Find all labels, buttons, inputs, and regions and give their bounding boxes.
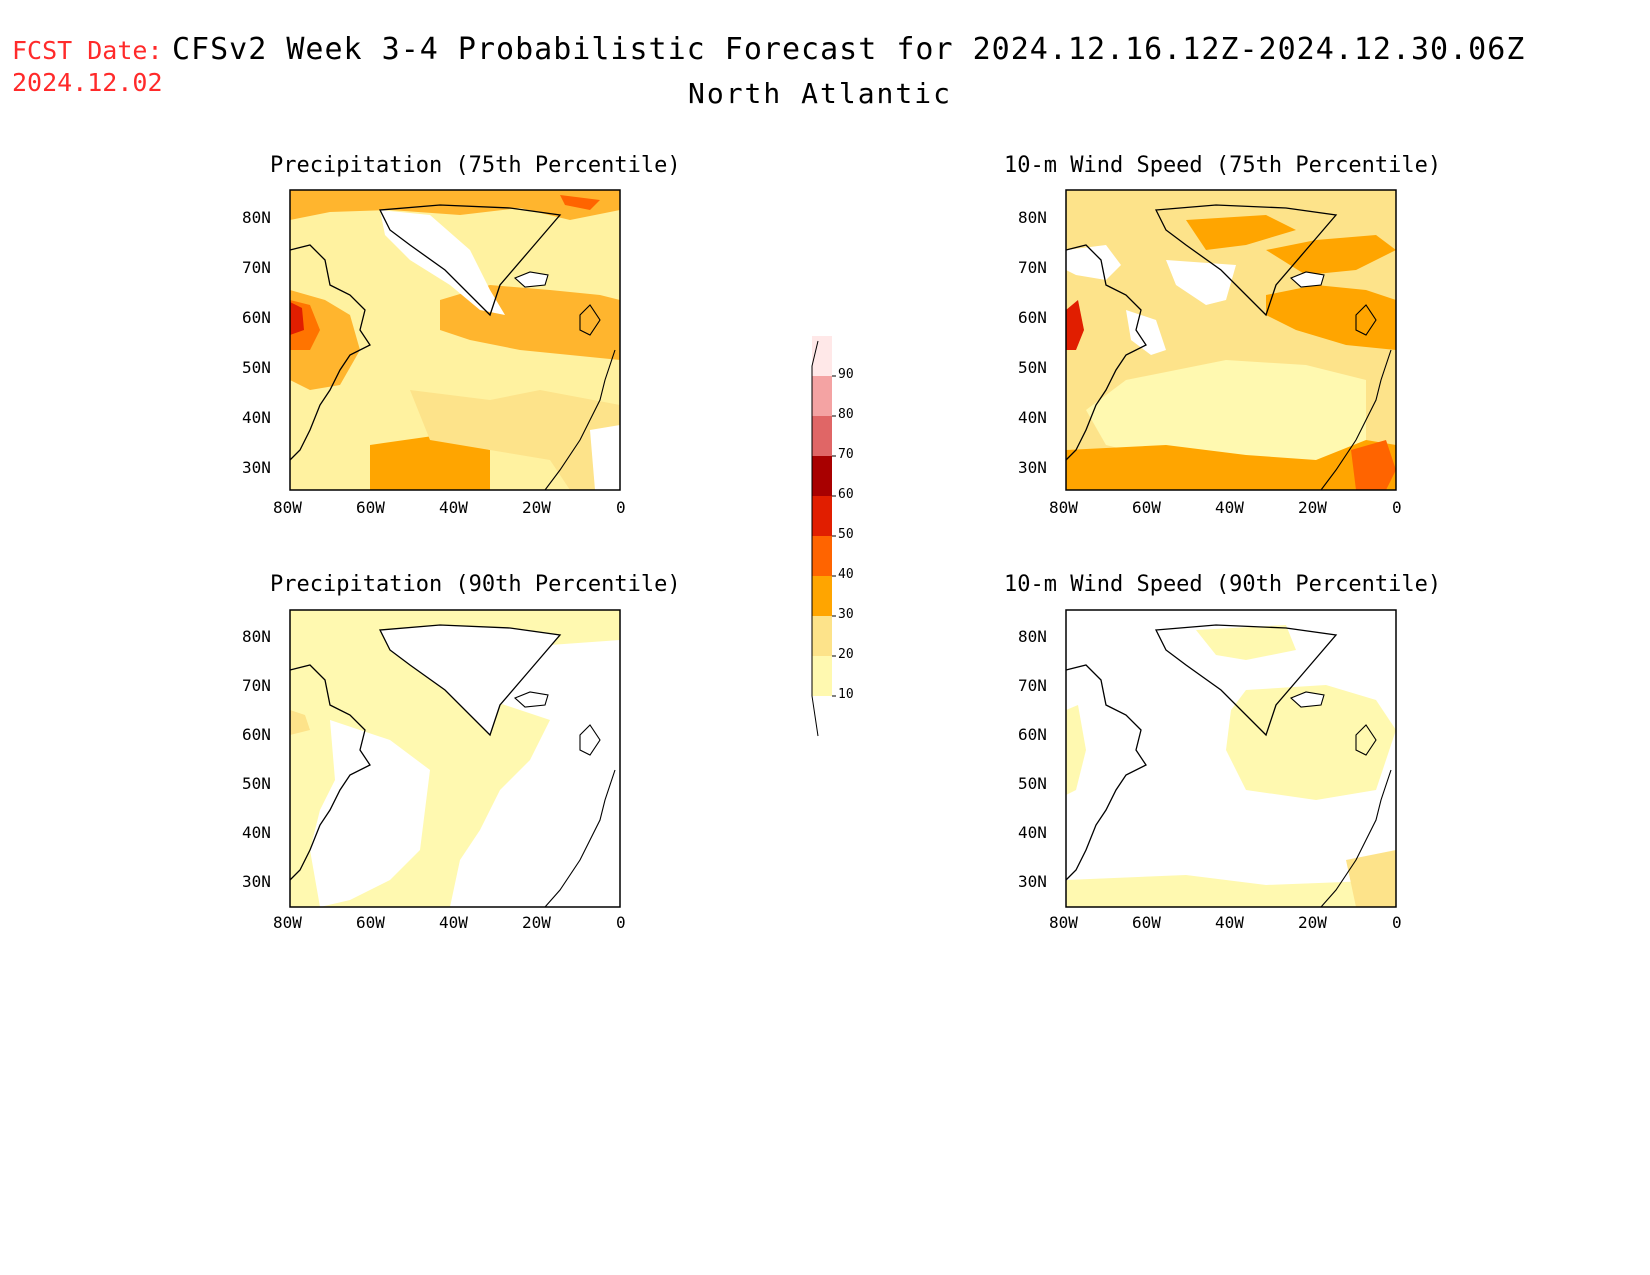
map-wind75 xyxy=(1065,189,1397,491)
colorbar-label: 60 xyxy=(838,487,854,502)
colorbar-swatch xyxy=(812,576,832,616)
lat-label: 40N xyxy=(242,408,271,427)
lat-label: 60N xyxy=(1018,308,1047,327)
lon-label: 40W xyxy=(1215,913,1244,932)
panel-title-wind75: 10-m Wind Speed (75th Percentile) xyxy=(1004,153,1442,178)
colorbar-swatch xyxy=(812,656,832,696)
lat-label: 40N xyxy=(242,823,271,842)
lon-label: 40W xyxy=(1215,498,1244,517)
panel-title-precip75: Precipitation (75th Percentile) xyxy=(270,153,681,178)
colorbar-swatch xyxy=(812,456,832,496)
lat-label: 60N xyxy=(1018,725,1047,744)
colorbar-swatch xyxy=(812,616,832,656)
colorbar-swatch xyxy=(812,376,832,416)
lat-label: 70N xyxy=(242,676,271,695)
lat-label: 40N xyxy=(1018,823,1047,842)
lat-label: 80N xyxy=(1018,627,1047,646)
panel-title-precip90: Precipitation (90th Percentile) xyxy=(270,572,681,597)
lat-label: 80N xyxy=(1018,208,1047,227)
lon-label: 0 xyxy=(616,913,626,932)
lon-label: 0 xyxy=(616,498,626,517)
colorbar-label: 40 xyxy=(838,567,854,582)
lon-label: 60W xyxy=(1132,498,1161,517)
lat-label: 40N xyxy=(1018,408,1047,427)
lat-label: 30N xyxy=(242,872,271,891)
lon-label: 20W xyxy=(1298,498,1327,517)
lon-label: 60W xyxy=(356,913,385,932)
colorbar-swatch xyxy=(812,416,832,456)
colorbar-swatch xyxy=(812,336,832,376)
lon-label: 80W xyxy=(273,913,302,932)
lon-label: 0 xyxy=(1392,913,1402,932)
fcst-label: FCST Date: xyxy=(12,36,163,65)
colorbar-label: 20 xyxy=(838,647,854,662)
lat-label: 50N xyxy=(1018,774,1047,793)
map-precip90 xyxy=(289,609,621,908)
lon-label: 20W xyxy=(1298,913,1327,932)
lon-label: 20W xyxy=(522,913,551,932)
lat-label: 50N xyxy=(1018,358,1047,377)
lat-label: 30N xyxy=(1018,872,1047,891)
lat-label: 80N xyxy=(242,208,271,227)
lat-label: 60N xyxy=(242,308,271,327)
map-precip75 xyxy=(289,189,621,491)
colorbar-label: 70 xyxy=(838,447,854,462)
lat-label: 70N xyxy=(242,258,271,277)
map-wind90 xyxy=(1065,609,1397,908)
region-label: North Atlantic xyxy=(687,77,952,110)
fcst-date: 2024.12.02 xyxy=(12,68,163,97)
lat-label: 70N xyxy=(1018,258,1047,277)
lon-label: 0 xyxy=(1392,498,1402,517)
lat-label: 30N xyxy=(1018,458,1047,477)
lat-label: 50N xyxy=(242,358,271,377)
page-title: CFSv2 Week 3-4 Probabilistic Forecast fo… xyxy=(172,32,1526,67)
lat-label: 30N xyxy=(242,458,271,477)
lon-label: 60W xyxy=(356,498,385,517)
lon-label: 80W xyxy=(1049,913,1078,932)
colorbar-label: 90 xyxy=(838,367,854,382)
lat-label: 50N xyxy=(242,774,271,793)
colorbar-swatch xyxy=(812,536,832,576)
lon-label: 60W xyxy=(1132,913,1161,932)
lon-label: 40W xyxy=(439,498,468,517)
lon-label: 20W xyxy=(522,498,551,517)
lat-label: 60N xyxy=(242,725,271,744)
lat-label: 70N xyxy=(1018,676,1047,695)
lon-label: 80W xyxy=(1049,498,1078,517)
colorbar-label: 80 xyxy=(838,407,854,422)
colorbar-label: 10 xyxy=(838,687,854,702)
colorbar-swatch xyxy=(812,496,832,536)
lat-label: 80N xyxy=(242,627,271,646)
lon-label: 80W xyxy=(273,498,302,517)
panel-title-wind90: 10-m Wind Speed (90th Percentile) xyxy=(1004,572,1442,597)
colorbar xyxy=(811,336,836,737)
colorbar-label: 50 xyxy=(838,527,854,542)
colorbar-label: 30 xyxy=(838,607,854,622)
lon-label: 40W xyxy=(439,913,468,932)
